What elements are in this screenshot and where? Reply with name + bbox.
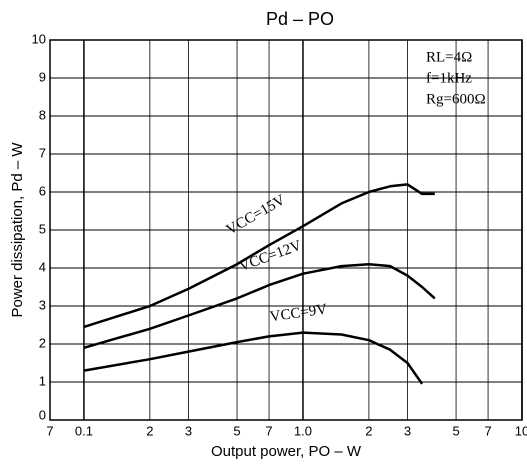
data-line <box>83 183 435 329</box>
series-label: VCC=9V <box>269 301 328 325</box>
y-tick-label: 5 <box>39 221 46 236</box>
y-tick-label: 4 <box>39 259 46 274</box>
data-line <box>83 262 436 350</box>
y-axis-label: Power dissipation, Pd – W <box>9 142 26 318</box>
x-tick-label: 7 <box>46 423 53 438</box>
y-tick-label: 2 <box>39 335 46 350</box>
y-tick-label: 6 <box>39 183 46 198</box>
x-tick-label: 2 <box>365 423 372 438</box>
x-tick-label: 2 <box>146 423 153 438</box>
plot-frame <box>49 39 523 421</box>
annotation: RL=4Ω <box>426 49 472 65</box>
y-tick-label: 0 <box>39 407 46 422</box>
x-tick-label: 7 <box>484 423 491 438</box>
chart-title: Pd – PO <box>266 9 334 29</box>
y-tick-label: 10 <box>32 31 46 46</box>
y-tick-label: 7 <box>39 145 46 160</box>
y-tick-label: 3 <box>39 297 46 312</box>
x-tick-label: 1.0 <box>294 423 312 438</box>
x-tick-label: 5 <box>233 423 240 438</box>
x-tick-label: 3 <box>404 423 411 438</box>
series-label: VCC=15V <box>224 192 289 239</box>
x-tick-label: 10 <box>515 423 527 438</box>
y-tick-label: 1 <box>39 373 46 388</box>
y-tick-label: 9 <box>39 69 46 84</box>
data-line <box>83 331 424 385</box>
x-tick-label: 0.1 <box>75 423 93 438</box>
x-tick-label: 7 <box>265 423 272 438</box>
x-tick-label: 3 <box>185 423 192 438</box>
y-tick-label: 8 <box>39 107 46 122</box>
x-tick-label: 5 <box>452 423 459 438</box>
x-axis-label: Output power, PO – W <box>211 443 362 460</box>
